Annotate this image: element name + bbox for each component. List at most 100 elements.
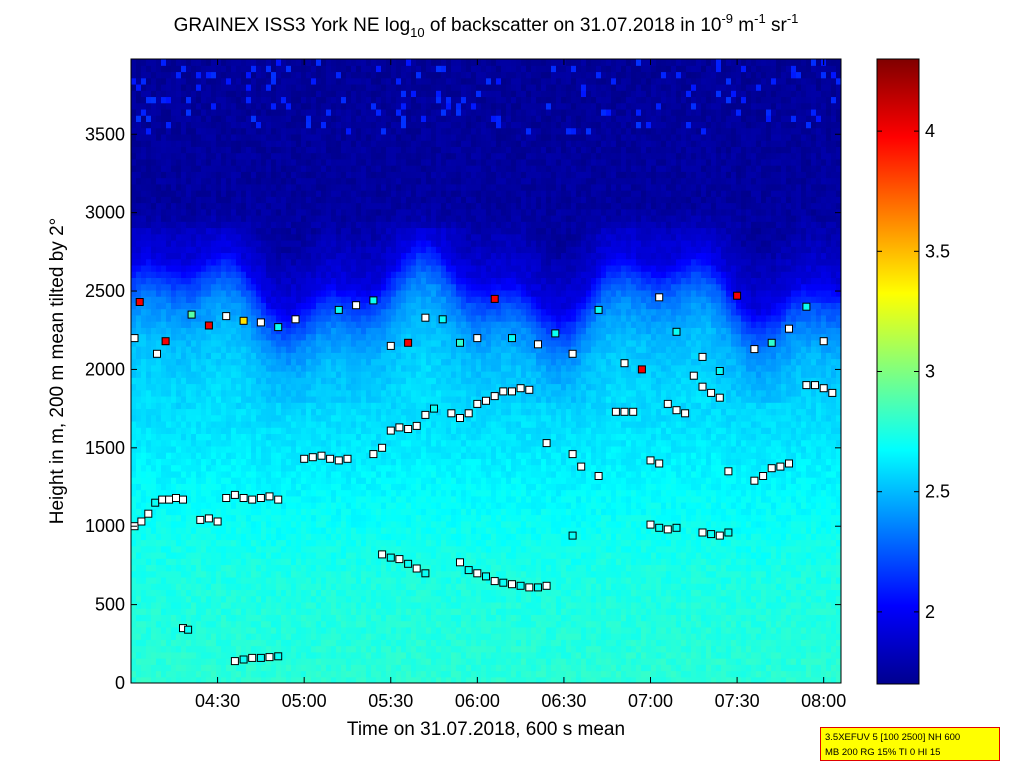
heatmap-cell [221, 527, 227, 534]
heatmap-cell [366, 551, 372, 559]
heatmap-cell [296, 96, 302, 104]
heatmap-cell [251, 489, 257, 497]
heatmap-cell [226, 558, 232, 566]
heatmap-cell [146, 327, 152, 335]
heatmap-cell [276, 477, 282, 484]
heatmap-cell [216, 71, 222, 79]
heatmap-cell [341, 227, 347, 235]
heatmap-cell [176, 470, 182, 478]
heatmap-cell [206, 308, 212, 316]
heatmap-cell [276, 271, 282, 278]
heatmap-cell [351, 308, 357, 316]
heatmap-cell [166, 308, 172, 316]
heatmap-cell [366, 595, 372, 603]
heatmap-cell [151, 626, 157, 634]
heatmap-cell [306, 165, 312, 172]
heatmap-cell [356, 202, 362, 210]
heatmap-cell [281, 477, 287, 484]
heatmap-cell [151, 146, 157, 154]
heatmap-cell [296, 620, 302, 628]
heatmap-cell [156, 402, 162, 410]
heatmap-cell [136, 196, 142, 204]
heatmap-cell [181, 96, 187, 104]
heatmap-cell [146, 402, 152, 410]
heatmap-cell [366, 314, 372, 322]
heatmap-cell [181, 358, 187, 366]
heatmap-cell [366, 102, 372, 110]
heatmap-cell [251, 121, 257, 129]
heatmap-cell [286, 539, 292, 547]
heatmap-cell [256, 371, 262, 378]
heatmap-cell [331, 121, 337, 129]
heatmap-cell [186, 271, 192, 278]
heatmap-cell [291, 470, 297, 478]
heatmap-cell [166, 327, 172, 335]
heatmap-cell [266, 196, 272, 204]
heatmap-cell [331, 395, 337, 403]
heatmap-cell [311, 71, 317, 79]
heatmap-cell [251, 302, 257, 310]
heatmap-cell [191, 620, 197, 628]
heatmap-cell [221, 558, 227, 566]
heatmap-cell [271, 227, 277, 235]
heatmap-cell [311, 158, 317, 166]
heatmap-cell [276, 96, 282, 104]
heatmap-cell [306, 470, 312, 478]
heatmap-cell [151, 158, 157, 166]
heatmap-cell [296, 271, 302, 278]
heatmap-cell [151, 239, 157, 247]
heatmap-cell [161, 408, 167, 416]
heatmap-cell [206, 595, 212, 603]
heatmap-cell [131, 645, 137, 653]
heatmap-cell [186, 364, 192, 372]
heatmap-cell [301, 502, 307, 509]
heatmap-cell [201, 533, 207, 541]
heatmap-cell [201, 77, 207, 85]
heatmap-cell [131, 102, 137, 110]
heatmap-cell [251, 620, 257, 628]
heatmap-cell [251, 358, 257, 366]
heatmap-cell [271, 208, 277, 216]
heatmap-cell [206, 102, 212, 110]
heatmap-cell [276, 470, 282, 478]
heatmap-cell [141, 115, 147, 122]
heatmap-cell [186, 165, 192, 172]
heatmap-cell [156, 551, 162, 559]
heatmap-cell [221, 645, 227, 653]
heatmap-cell [286, 183, 292, 191]
heatmap-cell [136, 483, 142, 491]
heatmap-cell [281, 321, 287, 328]
heatmap-cell [191, 676, 197, 683]
heatmap-cell [231, 420, 237, 428]
heatmap-cell [231, 208, 237, 216]
heatmap-cell [316, 308, 322, 316]
heatmap-cell [226, 564, 232, 572]
heatmap-cell [356, 639, 362, 647]
heatmap-cell [166, 551, 172, 559]
heatmap-cell [326, 227, 332, 235]
heatmap-cell [351, 477, 357, 484]
heatmap-cell [241, 427, 247, 434]
heatmap-cell [211, 121, 217, 129]
heatmap-cell [306, 670, 312, 678]
heatmap-cell [276, 233, 282, 241]
heatmap-cell [176, 246, 182, 254]
heatmap-cell [251, 402, 257, 410]
heatmap-cell [196, 208, 202, 216]
heatmap-cell [236, 77, 242, 85]
heatmap-cell [136, 221, 142, 229]
heatmap-cell [216, 483, 222, 491]
heatmap-cell [326, 433, 332, 441]
heatmap-cell [181, 420, 187, 428]
heatmap-cell [221, 389, 227, 397]
heatmap-cell [161, 502, 167, 509]
heatmap-cell [221, 414, 227, 422]
heatmap-cell [176, 520, 182, 528]
heatmap-cell [211, 289, 217, 297]
heatmap-cell [376, 289, 382, 297]
heatmap-cell [186, 402, 192, 410]
heatmap-cell [226, 414, 232, 422]
heatmap-cell [271, 183, 277, 191]
heatmap-cell [371, 651, 377, 659]
heatmap-cell [171, 608, 177, 615]
